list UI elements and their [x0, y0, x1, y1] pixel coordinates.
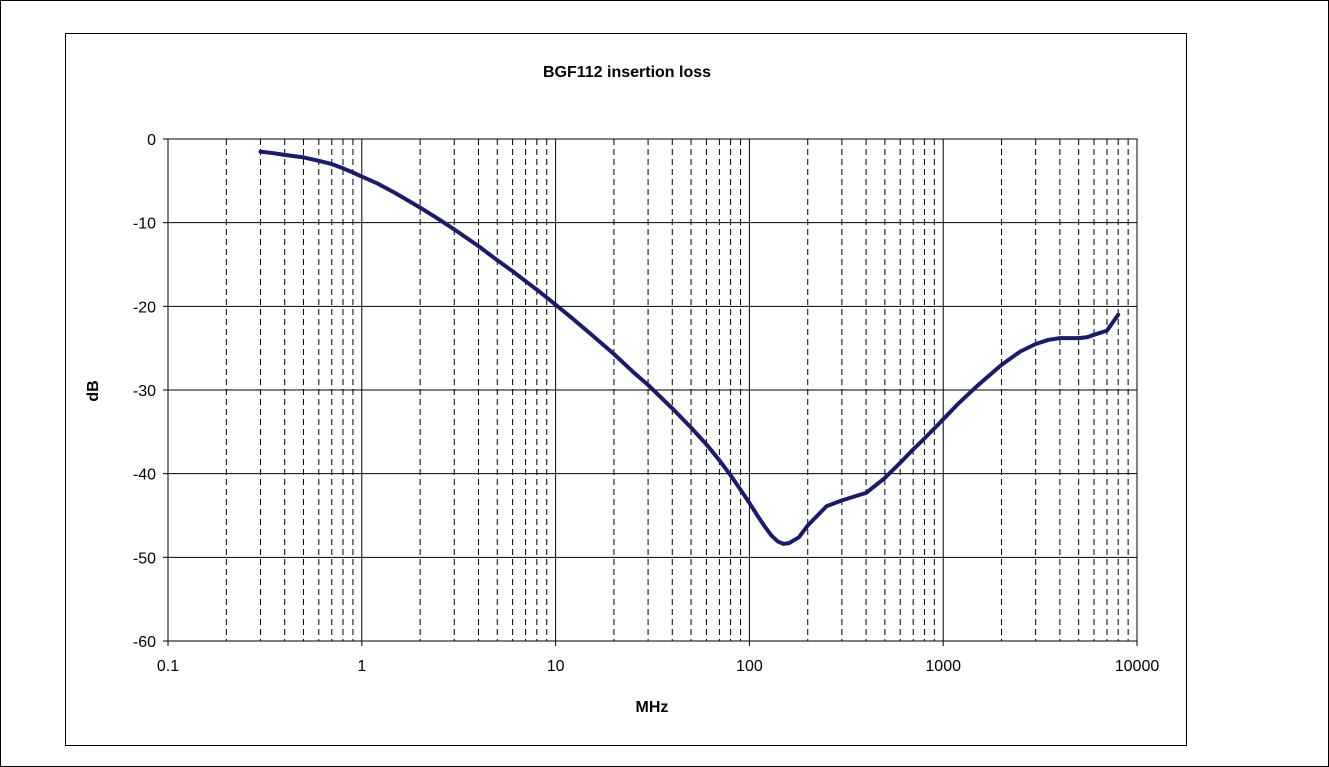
series	[258, 149, 1121, 546]
x-axis-label: MHz	[636, 699, 669, 716]
y-tick-label: -20	[133, 299, 156, 316]
y-tick-label: -50	[133, 550, 156, 567]
y-axis-label: dB	[85, 380, 102, 401]
x-tick-label: 10	[547, 658, 565, 675]
x-tick-label: 1000	[925, 658, 961, 675]
y-tick-label: -40	[133, 467, 156, 484]
y-tick-label: 0	[147, 132, 156, 149]
insertion-loss-line	[258, 149, 1121, 546]
x-tick-label: 1	[357, 658, 366, 675]
x-tick-label: 0.1	[157, 658, 179, 675]
chart-title: BGF112 insertion loss	[543, 64, 711, 81]
x-tick-label: 100	[736, 658, 763, 675]
tick-labels: 0.1 1 10 100 1000 10000 0 -10 -20 -30 -40 -50 -60	[133, 132, 1159, 675]
x-tick-label: 10000	[1115, 658, 1160, 675]
y-tick-label: -10	[133, 216, 156, 233]
y-tick-label: -30	[133, 383, 156, 400]
y-tick-label: -60	[133, 634, 156, 651]
